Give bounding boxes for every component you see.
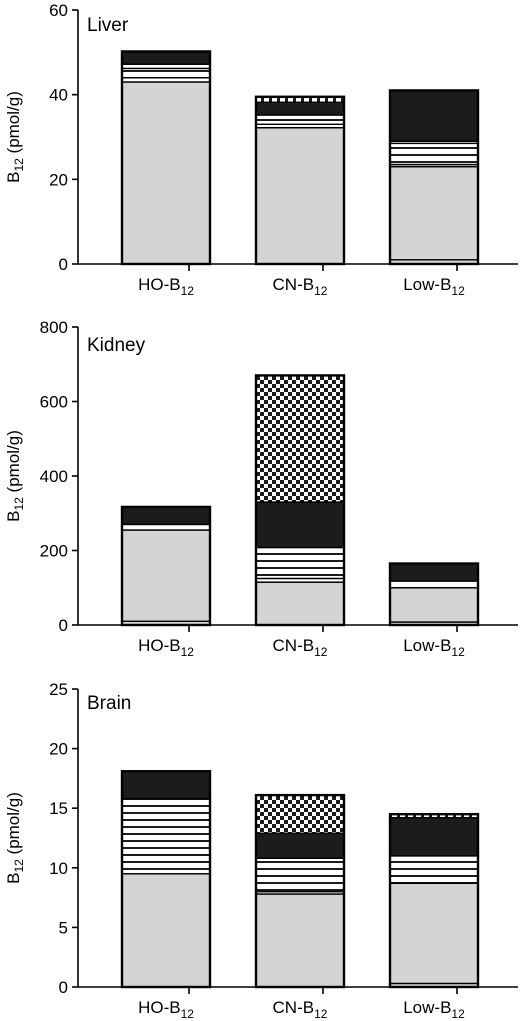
bar-stack — [388, 812, 480, 989]
bar-stack — [254, 793, 346, 989]
y-tick-label: 40 — [49, 86, 68, 105]
bar-segment-stripes — [389, 855, 479, 884]
bar-stack — [120, 770, 212, 989]
bar-segment-black — [255, 832, 345, 859]
category-label: Low-B12 — [403, 275, 465, 298]
bar-stack — [388, 562, 480, 627]
category-label: CN-B12 — [273, 636, 328, 659]
y-axis-label: B12 (pmol/g) — [4, 430, 26, 522]
bar-segment-white — [389, 580, 479, 589]
bar-segment-gray — [255, 126, 345, 265]
bar-segment-gray — [389, 587, 479, 623]
y-tick-label: 15 — [49, 799, 68, 818]
bar-segment-gray — [389, 165, 479, 261]
bar-segment-white — [121, 523, 211, 531]
y-tick-label: 60 — [49, 1, 68, 20]
bar-segment-black — [121, 506, 211, 526]
bar-outline — [120, 505, 212, 627]
bar-segment-stripes — [255, 546, 345, 580]
bar-segment-stripes — [255, 114, 345, 125]
category-label: Low-B12 — [403, 998, 465, 1021]
category-label: Low-B12 — [403, 636, 465, 659]
y-axis-label: B12 (pmol/g) — [4, 792, 26, 884]
bar-stack — [388, 89, 480, 266]
bar-segment-gray — [121, 81, 211, 265]
y-tick-label: 0 — [59, 616, 68, 635]
bar-stack — [120, 505, 212, 627]
bar-stack — [254, 95, 346, 266]
bar-stack — [254, 374, 346, 627]
category-label: CN-B12 — [273, 998, 328, 1021]
bar-outline — [120, 770, 212, 989]
bar-segment-stripes — [121, 67, 211, 79]
bar-segment-stripes — [121, 797, 211, 875]
panel-liver: 0 20 40 60 B12 (pmol/g) Liver HO-B12 CN-B12 Low-… — [4, 1, 518, 298]
bar-segment-gray — [255, 893, 345, 988]
bar-outline — [388, 89, 480, 266]
y-tick-label: 5 — [59, 918, 68, 937]
bar-outline — [254, 374, 346, 627]
bar-segment-checker — [255, 794, 345, 834]
y-tick-label: 600 — [40, 393, 68, 412]
bar-segment-gray — [255, 581, 345, 626]
bar-segment-stripes — [255, 857, 345, 893]
y-tick-label: 0 — [59, 255, 68, 274]
y-tick-label: 25 — [49, 680, 68, 699]
bar-segment-black — [255, 501, 345, 549]
y-tick-label: 20 — [49, 740, 68, 759]
panel-title: Brain — [87, 693, 131, 714]
y-tick-label: 0 — [59, 978, 68, 997]
bar-outline — [388, 562, 480, 627]
panel-brain: 0 5 10 15 20 25 B12 (pmol/g) Brain HO-B12 CN-B12 L… — [4, 680, 518, 1021]
category-label: HO-B12 — [138, 998, 194, 1021]
y-axis-label: B12 (pmol/g) — [4, 91, 26, 183]
bar-segment-black — [121, 50, 211, 65]
category-label: CN-B12 — [273, 275, 328, 298]
bar-segment-stripes — [389, 142, 479, 166]
y-tick-label: 200 — [40, 542, 68, 561]
y-tick-label: 10 — [49, 859, 68, 878]
chart-panels: 0 20 40 60 B12 (pmol/g) Liver HO-B12 CN-B12 Low-… — [4, 1, 518, 1021]
bar-outline — [388, 812, 480, 989]
bar-segment-black — [389, 562, 479, 582]
bar-stack — [120, 50, 212, 266]
panel-title: Liver — [87, 15, 129, 36]
bar-segment-gray — [121, 873, 211, 988]
category-label: HO-B12 — [138, 275, 194, 298]
bar-outline — [254, 793, 346, 989]
category-label: HO-B12 — [138, 636, 194, 659]
bar-segment-gray — [389, 882, 479, 985]
bar-segment-black — [389, 817, 479, 857]
bar-segment-black — [121, 770, 211, 800]
bar-outline — [120, 50, 212, 266]
y-tick-label: 400 — [40, 467, 68, 486]
bar-segment-checker — [255, 374, 345, 503]
y-tick-label: 20 — [49, 170, 68, 189]
y-tick-label: 800 — [40, 318, 68, 337]
bar-outline — [254, 95, 346, 266]
bar-segment-gray — [121, 529, 211, 622]
panel-kidney: 0 200 400 600 800 B12 (pmol/g) Kidney HO-B12 CN-… — [4, 318, 518, 659]
panel-title: Kidney — [87, 335, 146, 356]
bar-segment-black — [255, 101, 345, 116]
bar-segment-black — [389, 89, 479, 142]
